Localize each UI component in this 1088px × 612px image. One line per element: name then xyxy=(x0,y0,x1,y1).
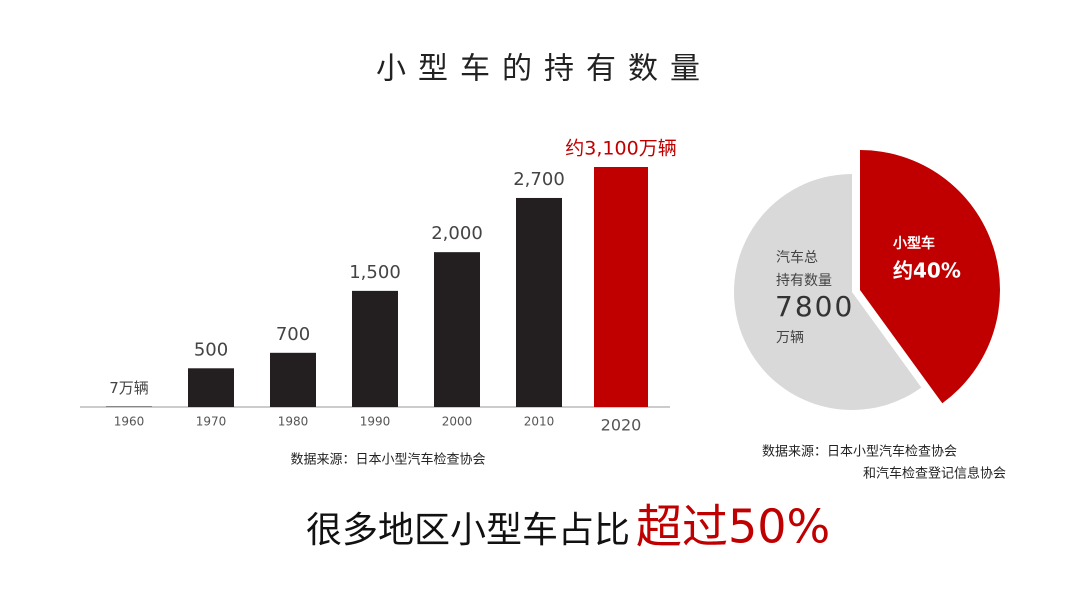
bar xyxy=(434,252,480,407)
bar xyxy=(352,290,398,407)
value-label: 700 xyxy=(276,324,310,345)
total-value: 7800 xyxy=(775,290,854,323)
bar xyxy=(594,167,648,407)
slice-label: 小型车 xyxy=(893,235,935,252)
bar xyxy=(188,368,234,407)
total-label: 汽车总 xyxy=(776,249,818,266)
slice-value-label: 约40% xyxy=(893,259,961,283)
x-tick-label: 1990 xyxy=(360,415,391,429)
bar xyxy=(516,197,562,407)
bar xyxy=(106,406,152,407)
value-label: 7万辆 xyxy=(109,379,149,397)
pie-slice xyxy=(734,174,922,410)
x-tick-label: 1980 xyxy=(278,415,309,429)
total-label: 持有数量 xyxy=(776,273,832,289)
value-label: 约3,100万辆 xyxy=(565,138,676,160)
source-note: 和汽车检查登记信息协会 xyxy=(863,466,1006,482)
source-note: 数据来源：日本小型汽车检查协会 xyxy=(762,444,957,460)
value-label: 1,500 xyxy=(349,262,401,283)
page-title: 小型车的持有数量 xyxy=(376,52,712,87)
x-tick-label: 2000 xyxy=(442,415,473,429)
pie-slice xyxy=(860,150,1000,404)
headline: 很多地区小型车占比 xyxy=(306,510,630,551)
x-tick-label: 1970 xyxy=(196,415,227,429)
bar xyxy=(270,352,316,407)
headline-highlight: 超过50% xyxy=(636,500,830,554)
value-label: 500 xyxy=(194,339,228,360)
x-tick-label: 2020 xyxy=(601,416,642,435)
total-unit: 万辆 xyxy=(776,330,804,346)
value-label: 2,000 xyxy=(431,223,483,244)
x-tick-label: 2010 xyxy=(524,415,555,429)
x-tick-label: 1960 xyxy=(114,415,145,429)
value-label: 2,700 xyxy=(513,169,565,190)
source-note: 数据来源：日本小型汽车检查协会 xyxy=(290,452,485,468)
